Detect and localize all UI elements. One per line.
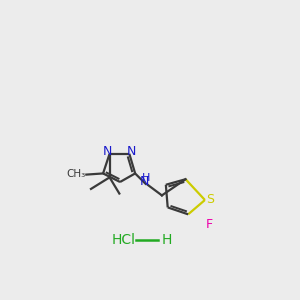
Text: N: N bbox=[127, 146, 136, 158]
Text: H: H bbox=[141, 173, 150, 183]
Text: F: F bbox=[206, 218, 213, 232]
Text: HCl: HCl bbox=[111, 233, 135, 247]
Text: H: H bbox=[162, 233, 172, 247]
Text: S: S bbox=[206, 193, 214, 206]
Text: CH₃: CH₃ bbox=[66, 169, 85, 179]
Text: N: N bbox=[103, 146, 112, 158]
Text: N: N bbox=[140, 176, 149, 188]
